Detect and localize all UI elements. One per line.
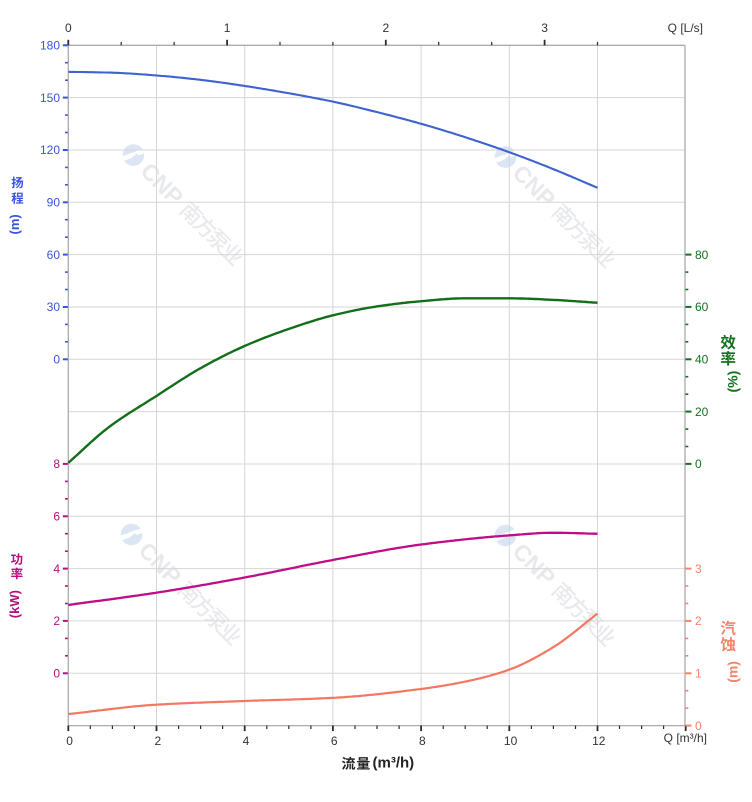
svg-text:1: 1 xyxy=(224,21,231,35)
svg-text:60: 60 xyxy=(47,248,61,262)
svg-text:180: 180 xyxy=(40,39,60,53)
svg-text:(m): (m) xyxy=(7,214,22,234)
svg-text:Q [L/s]: Q [L/s] xyxy=(668,21,703,35)
svg-text:90: 90 xyxy=(47,196,61,210)
svg-text:3: 3 xyxy=(695,562,702,576)
svg-text:0: 0 xyxy=(66,734,73,748)
svg-text:20: 20 xyxy=(695,405,709,419)
svg-text:0: 0 xyxy=(695,719,702,733)
svg-text:2: 2 xyxy=(382,21,389,35)
svg-text:2: 2 xyxy=(154,734,161,748)
svg-text:6: 6 xyxy=(53,510,60,524)
svg-text:10: 10 xyxy=(504,734,518,748)
svg-text:80: 80 xyxy=(695,248,709,262)
svg-text:12: 12 xyxy=(592,734,606,748)
svg-text:6: 6 xyxy=(331,734,338,748)
svg-text:(m³/h): (m³/h) xyxy=(373,755,415,772)
svg-text:0: 0 xyxy=(53,667,60,681)
svg-text:0: 0 xyxy=(65,21,72,35)
svg-text:(%): (%) xyxy=(724,371,740,393)
svg-text:120: 120 xyxy=(40,143,60,157)
svg-text:(m): (m) xyxy=(724,661,740,683)
svg-text:2: 2 xyxy=(695,614,702,628)
svg-text:8: 8 xyxy=(53,457,60,471)
svg-text:1: 1 xyxy=(695,667,702,681)
svg-text:30: 30 xyxy=(47,300,61,314)
svg-text:(kW): (kW) xyxy=(7,590,22,618)
svg-text:3: 3 xyxy=(541,21,548,35)
svg-text:0: 0 xyxy=(695,457,702,471)
svg-text:40: 40 xyxy=(695,353,709,367)
svg-text:8: 8 xyxy=(419,734,426,748)
svg-text:2: 2 xyxy=(53,614,60,628)
svg-text:150: 150 xyxy=(40,91,60,105)
svg-text:0: 0 xyxy=(53,353,60,367)
svg-text:60: 60 xyxy=(695,300,709,314)
svg-text:4: 4 xyxy=(53,562,60,576)
svg-text:4: 4 xyxy=(243,734,250,748)
svg-text:Q [m³/h]: Q [m³/h] xyxy=(664,731,707,745)
